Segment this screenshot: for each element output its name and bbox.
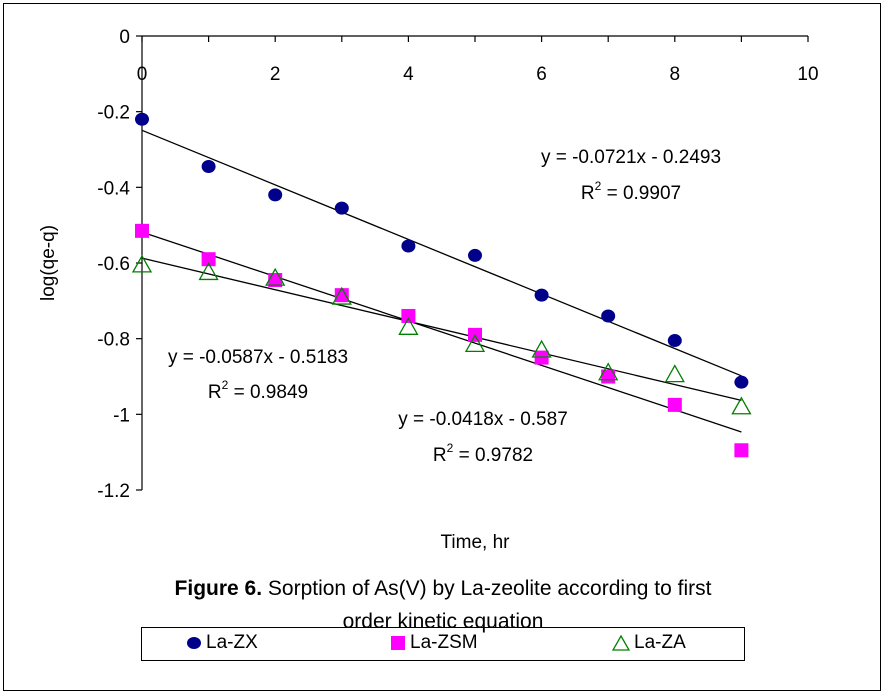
data-point-circle bbox=[401, 239, 416, 253]
x-tick-label: 0 bbox=[137, 64, 148, 85]
y-tick-label: -0.2 bbox=[97, 103, 130, 124]
y-axis-title: log(qe-q) bbox=[38, 225, 59, 301]
trendline bbox=[141, 257, 742, 402]
trendline bbox=[141, 231, 742, 433]
data-point-circle bbox=[667, 334, 682, 348]
legend-label: La-ZSM bbox=[410, 632, 478, 653]
data-point-square bbox=[667, 397, 682, 412]
y-tick-label: -0.6 bbox=[97, 254, 130, 275]
y-tick-label: -0.4 bbox=[97, 178, 130, 199]
caption-text: Sorption of As(V) by La-zeolite accordin… bbox=[262, 577, 712, 600]
chart: 0 -0.2 -0.4 -0.6 -0.8 -1 -1.2 0 2 4 6 8 10 log(qe-q)… bbox=[38, 27, 819, 553]
y-tick-label: -1.2 bbox=[97, 481, 130, 502]
data-point-circle bbox=[334, 201, 349, 215]
data-point-triangle bbox=[464, 334, 486, 352]
data-point-triangle bbox=[198, 262, 219, 281]
legend: La-ZX La-ZSM La-ZA bbox=[141, 627, 745, 661]
x-tick-label: 4 bbox=[403, 64, 414, 85]
legend-item-la-za: La-ZA bbox=[612, 632, 686, 654]
legend-label: La-ZA bbox=[634, 632, 686, 653]
data-point-circle bbox=[601, 309, 616, 323]
data-point-triangle bbox=[131, 254, 153, 273]
equation-label: y = -0.0587x - 0.5183 bbox=[168, 347, 348, 368]
legend-item-la-zx: La-ZX bbox=[186, 632, 258, 654]
data-point-square bbox=[334, 288, 349, 303]
data-point-triangle bbox=[331, 286, 352, 305]
data-point-square bbox=[201, 252, 216, 267]
trendline bbox=[141, 129, 742, 377]
equation-label: y = -0.0418x - 0.587 bbox=[398, 409, 568, 430]
data-point-triangle bbox=[598, 362, 619, 381]
data-point-square bbox=[401, 308, 416, 323]
data-point-circle bbox=[734, 375, 749, 389]
data-point-triangle bbox=[731, 396, 752, 415]
x-tick-label: 8 bbox=[670, 64, 681, 85]
caption-label: Figure 6. bbox=[174, 577, 263, 600]
data-point-circle bbox=[534, 288, 549, 302]
data-point-triangle bbox=[531, 339, 552, 358]
x-tick-label: 10 bbox=[797, 64, 818, 85]
r-squared-label: R2 = 0.9907 bbox=[581, 179, 681, 204]
data-point-square bbox=[135, 223, 149, 238]
r-squared-label: R2 = 0.9782 bbox=[433, 441, 533, 466]
data-point-circle bbox=[201, 160, 216, 174]
triangle-marker-icon bbox=[612, 635, 630, 651]
x-tick-label: 2 bbox=[270, 64, 281, 85]
y-tick-label: -0.8 bbox=[97, 330, 130, 351]
legend-item-la-zsm: La-ZSM bbox=[390, 632, 478, 654]
data-point-triangle bbox=[664, 364, 685, 383]
data-point-circle bbox=[468, 248, 482, 262]
circle-marker-icon bbox=[187, 637, 201, 649]
legend-label: La-ZX bbox=[206, 632, 258, 653]
data-point-triangle bbox=[265, 267, 286, 286]
data-point-square bbox=[734, 443, 749, 458]
y-tick-label: 0 bbox=[119, 27, 130, 48]
data-point-circle bbox=[135, 112, 149, 126]
data-point-triangle bbox=[398, 316, 419, 335]
x-axis-title: Time, hr bbox=[441, 532, 511, 553]
r-squared-label: R2 = 0.9849 bbox=[208, 378, 308, 403]
chart-frame bbox=[3, 3, 881, 691]
equation-label: y = -0.0721x - 0.2493 bbox=[541, 147, 721, 168]
data-point-circle bbox=[268, 188, 283, 202]
y-tick-label: -1 bbox=[113, 405, 130, 426]
x-tick-label: 6 bbox=[536, 64, 547, 85]
square-marker-icon bbox=[391, 636, 405, 650]
